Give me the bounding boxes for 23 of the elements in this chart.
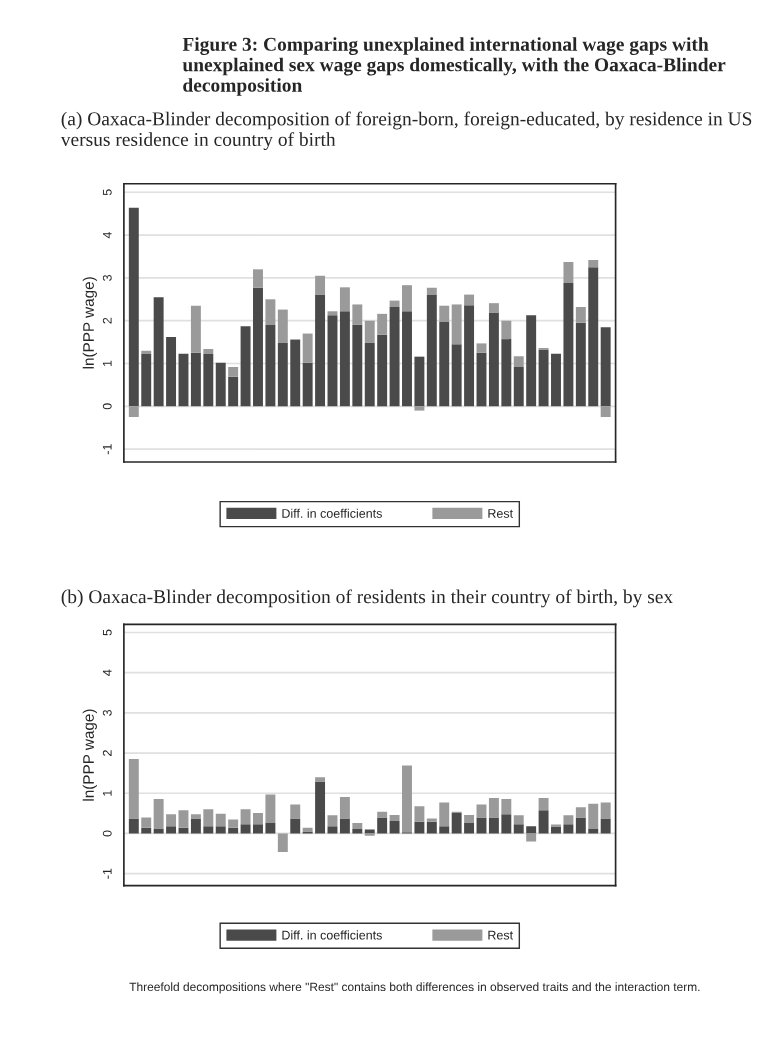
bar — [476, 343, 487, 353]
bar — [315, 275, 326, 295]
chart-title: (a) Oaxaca-Blinder decomposition of foreign-born, foreign-educated, by residence in US versus residence in country of birth — [60, 111, 752, 151]
bar — [352, 823, 363, 830]
bar — [600, 406, 611, 418]
bar — [513, 815, 524, 825]
bar — [538, 798, 549, 811]
chart-title: (b) Oaxaca-Blinder decomposition of residents in their country of birth, by sex — [61, 589, 673, 608]
bar — [526, 833, 537, 842]
caption: Figure 3: Comparing unexplained international wage gaps with unexplained sex wage gaps domestically, with the Oaxaca-Blinder decomposition — [182, 37, 726, 96]
bar — [128, 406, 139, 418]
bar — [228, 366, 239, 377]
bar — [426, 287, 437, 296]
bar — [588, 259, 599, 268]
bar — [488, 303, 499, 313]
bar — [290, 804, 301, 819]
bar — [575, 307, 586, 323]
bar — [501, 320, 512, 340]
bar — [563, 262, 574, 284]
bar — [513, 356, 524, 367]
bar — [302, 333, 313, 363]
bar — [253, 269, 263, 288]
bar — [277, 833, 288, 852]
